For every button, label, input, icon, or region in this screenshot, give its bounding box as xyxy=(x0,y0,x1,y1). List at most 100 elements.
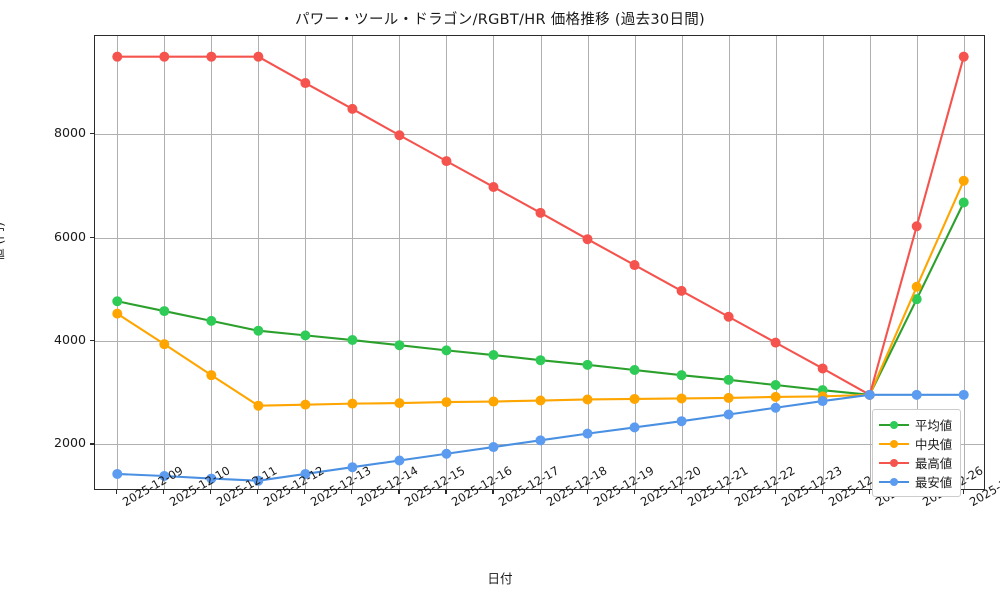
gridline-vertical xyxy=(352,36,354,489)
y-tick-label: 4000 xyxy=(53,332,86,348)
data-point xyxy=(676,416,687,427)
data-point xyxy=(958,51,969,62)
data-point xyxy=(582,234,593,245)
y-tick-label: 6000 xyxy=(53,228,86,244)
data-point xyxy=(488,181,499,192)
gridline-vertical xyxy=(305,36,307,489)
data-point xyxy=(770,337,781,348)
y-tick-mark xyxy=(90,236,94,238)
data-point xyxy=(770,391,781,402)
data-point xyxy=(723,311,734,322)
legend-label: 最高値 xyxy=(915,455,953,471)
gridline-vertical xyxy=(916,36,918,489)
series-line xyxy=(116,201,965,396)
gridline-vertical xyxy=(211,36,213,489)
gridline-vertical xyxy=(164,36,166,489)
data-point xyxy=(911,294,922,305)
data-point xyxy=(911,281,922,292)
x-tick-mark xyxy=(680,490,682,494)
data-point xyxy=(629,365,640,376)
x-tick-mark xyxy=(210,490,212,494)
y-tick-mark xyxy=(90,340,94,342)
chart-title: パワー・ツール・ドラゴン/RGBT/HR 価格推移 (過去30日間) xyxy=(294,12,706,28)
data-point xyxy=(441,345,452,356)
gridline-horizontal xyxy=(95,134,984,136)
series-3 xyxy=(112,51,969,400)
data-point xyxy=(112,308,123,319)
data-point xyxy=(535,435,546,446)
data-point xyxy=(253,400,264,411)
data-point xyxy=(112,51,123,62)
y-tick-label: 2000 xyxy=(53,435,86,451)
gridline-vertical xyxy=(728,36,730,489)
plot-area xyxy=(94,35,985,490)
data-point xyxy=(253,475,264,486)
x-axis-label: 日付 xyxy=(487,571,513,586)
x-tick-mark xyxy=(116,490,118,494)
data-point xyxy=(958,197,969,208)
data-point xyxy=(582,359,593,370)
x-tick-mark xyxy=(492,490,494,494)
data-point xyxy=(488,396,499,407)
data-point xyxy=(911,221,922,232)
x-tick-mark xyxy=(304,490,306,494)
data-point xyxy=(112,468,123,479)
legend-item-2[interactable]: 中央値 xyxy=(879,434,952,453)
data-point xyxy=(535,355,546,366)
x-tick-mark xyxy=(398,490,400,494)
data-point xyxy=(112,296,123,307)
data-point xyxy=(300,399,311,410)
data-point xyxy=(394,340,405,351)
legend-swatch-icon xyxy=(879,438,909,450)
data-point xyxy=(253,325,264,336)
data-point xyxy=(206,370,217,381)
data-point xyxy=(723,392,734,403)
data-point xyxy=(394,398,405,409)
data-point xyxy=(676,370,687,381)
data-point xyxy=(394,455,405,466)
legend-swatch-icon xyxy=(879,476,909,488)
legend-item-3[interactable]: 最高値 xyxy=(879,453,952,472)
x-tick-mark xyxy=(163,490,165,494)
gridline-horizontal xyxy=(95,341,984,343)
legend-item-4[interactable]: 最安値 xyxy=(879,472,952,491)
x-tick-mark xyxy=(962,490,964,494)
series-lines-layer xyxy=(112,51,969,486)
gridline-vertical xyxy=(117,36,119,489)
gridline-vertical xyxy=(775,36,777,489)
data-point xyxy=(300,468,311,479)
data-point xyxy=(676,285,687,296)
chart-legend: 平均値 中央値最高値最安値 xyxy=(872,409,962,497)
gridline-vertical xyxy=(540,36,542,489)
data-point xyxy=(535,207,546,218)
x-tick-mark xyxy=(445,490,447,494)
x-tick-mark xyxy=(257,490,259,494)
y-axis-label: 値 (円) xyxy=(0,221,7,261)
data-point xyxy=(488,350,499,361)
data-point xyxy=(347,398,358,409)
data-point xyxy=(441,156,452,167)
gridline-vertical xyxy=(681,36,683,489)
legend-label: 最安値 xyxy=(915,474,953,490)
gridline-vertical xyxy=(963,36,965,489)
gridline-horizontal xyxy=(95,237,984,239)
y-tick-mark xyxy=(90,133,94,135)
data-point xyxy=(253,51,264,62)
gridline-vertical xyxy=(493,36,495,489)
legend-label: 平均値 xyxy=(915,417,953,433)
data-point xyxy=(582,394,593,405)
x-tick-mark xyxy=(868,490,870,494)
gridline-vertical xyxy=(446,36,448,489)
series-1 xyxy=(112,197,969,400)
data-point xyxy=(159,306,170,317)
data-point xyxy=(159,471,170,482)
data-point xyxy=(817,363,828,374)
gridline-vertical xyxy=(869,36,871,489)
x-tick-mark xyxy=(351,490,353,494)
legend-swatch-icon xyxy=(879,419,909,431)
y-tick-mark xyxy=(90,443,94,445)
data-point xyxy=(582,428,593,439)
series-4 xyxy=(112,389,969,486)
legend-item-1[interactable]: 平均値 xyxy=(879,415,952,434)
data-point xyxy=(770,380,781,391)
